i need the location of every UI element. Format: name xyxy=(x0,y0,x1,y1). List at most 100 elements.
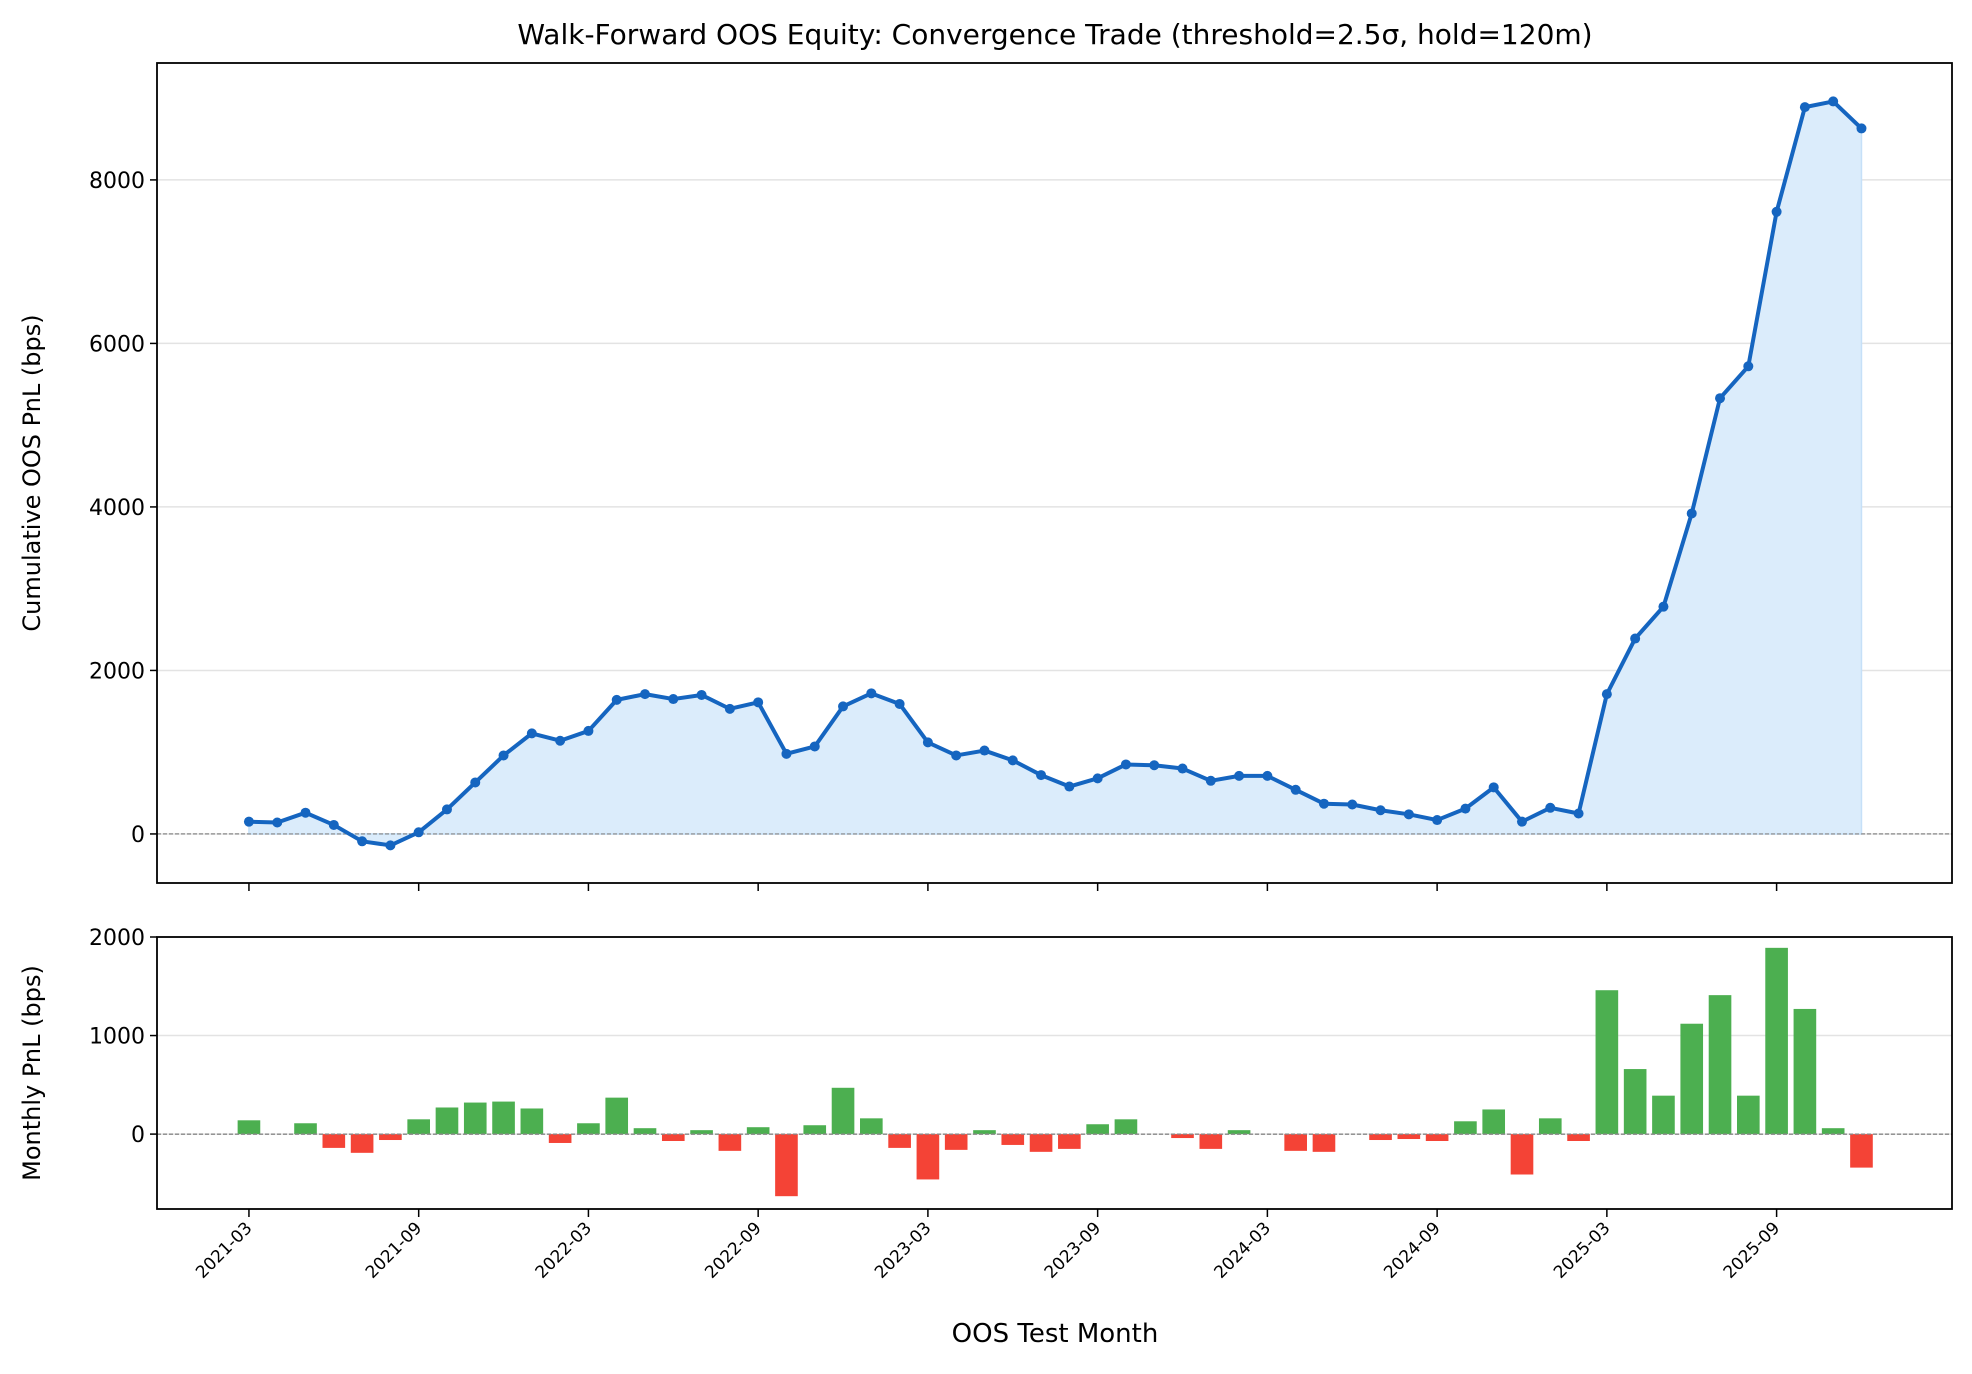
equity-point xyxy=(838,701,849,712)
monthly-pnl-bar xyxy=(1567,1134,1590,1141)
monthly-pnl-bar xyxy=(1765,947,1788,1135)
x-tick-label: 2022-03 xyxy=(532,1218,596,1282)
equity-line xyxy=(248,99,1863,848)
monthly-pnl-bar xyxy=(1227,1130,1251,1135)
equity-point xyxy=(357,836,368,847)
monthly-pnl-bar xyxy=(661,1134,685,1141)
equity-point xyxy=(781,748,792,759)
equity-point xyxy=(300,807,311,818)
monthly-pnl-bar xyxy=(860,1118,883,1135)
monthly-pnl-bar xyxy=(1369,1134,1392,1141)
equity-point xyxy=(668,694,679,705)
monthly-pnl-bar xyxy=(1736,1095,1760,1135)
monthly-pnl-bar xyxy=(605,1097,629,1135)
equity-point xyxy=(498,750,509,761)
monthly-pnl-bar xyxy=(1482,1109,1506,1135)
equity-point xyxy=(328,819,339,830)
monthly-pnl-bar xyxy=(1454,1121,1477,1135)
equity-fill-area xyxy=(248,100,1863,847)
monthly-pnl-axes: 0 1000 2000 2021-03 2021-09 2022-03 2022-09 202… xyxy=(89,926,1953,1283)
equity-point xyxy=(1601,689,1612,700)
monthly-pnl-bar xyxy=(1397,1134,1421,1140)
monthly-pnl-bar xyxy=(1058,1134,1081,1149)
equity-point xyxy=(1545,802,1556,813)
equity-y-tick-label: 2000 xyxy=(89,659,145,684)
monthly-pnl-bar xyxy=(944,1134,968,1150)
equity-point xyxy=(1799,102,1810,113)
monthly-pnl-bar xyxy=(1595,990,1619,1135)
monthly-pnl-bar xyxy=(237,1120,261,1135)
equity-point xyxy=(385,840,396,851)
equity-point xyxy=(1120,759,1131,770)
equity-point xyxy=(1290,784,1301,795)
equity-point xyxy=(979,745,990,756)
equity-point xyxy=(1771,206,1782,217)
bottom-y-axis-label: Monthly PnL (bps) xyxy=(18,965,46,1181)
x-axis-label: OOS Test Month xyxy=(952,1319,1159,1349)
equity-point xyxy=(1205,775,1216,786)
monthly-pnl-bar xyxy=(520,1108,544,1135)
chart-title: Walk-Forward OOS Equity: Convergence Tra… xyxy=(517,18,1592,51)
monthly-pnl-bar xyxy=(746,1127,770,1135)
monthly-pnl-bar xyxy=(1821,1128,1845,1135)
monthly-pnl-bar xyxy=(492,1101,515,1135)
equity-point xyxy=(1743,361,1754,372)
equity-point xyxy=(611,694,622,705)
monthly-pnl-bar xyxy=(633,1128,657,1135)
monthly-y-tick-label: 2000 xyxy=(89,926,145,951)
monthly-pnl-bar xyxy=(1510,1134,1534,1175)
equity-frame xyxy=(156,62,1953,884)
monthly-pnl-bar xyxy=(294,1123,317,1135)
monthly-pnl-bar xyxy=(973,1130,996,1135)
monthly-pnl-bar xyxy=(690,1130,713,1135)
equity-point xyxy=(1007,755,1018,766)
equity-point xyxy=(1630,633,1641,644)
equity-point xyxy=(243,816,254,827)
x-tick-label: 2022-09 xyxy=(701,1218,765,1282)
x-tick-label: 2023-03 xyxy=(871,1218,935,1282)
equity-point xyxy=(894,698,905,709)
monthly-pnl-bar xyxy=(407,1119,430,1135)
monthly-pnl-bar xyxy=(350,1134,374,1153)
x-tick-label: 2025-03 xyxy=(1550,1218,1614,1282)
equity-point xyxy=(1715,393,1726,404)
monthly-pnl-bar xyxy=(1001,1134,1025,1145)
equity-point xyxy=(1828,96,1839,107)
equity-axes: 0 2000 4000 6000 8000 xyxy=(89,62,1953,891)
monthly-pnl-bar xyxy=(1312,1134,1336,1152)
equity-point xyxy=(1177,763,1188,774)
equity-point xyxy=(724,703,735,714)
equity-point xyxy=(272,817,283,828)
equity-point xyxy=(1573,808,1584,819)
equity-point xyxy=(1149,760,1160,771)
equity-point xyxy=(1460,803,1471,814)
monthly-pnl-bar xyxy=(1793,1008,1817,1135)
x-tick-label: 2024-09 xyxy=(1380,1218,1444,1282)
x-tick-label: 2024-03 xyxy=(1211,1218,1275,1282)
equity-point xyxy=(1488,782,1499,793)
monthly-pnl-bar xyxy=(1114,1119,1138,1135)
monthly-pnl-bar xyxy=(435,1107,459,1135)
equity-y-tick-label: 4000 xyxy=(89,496,145,521)
equity-point xyxy=(526,728,537,739)
x-tick-label: 2021-03 xyxy=(192,1218,256,1282)
equity-y-tick-label: 8000 xyxy=(89,169,145,194)
equity-point xyxy=(1856,123,1867,134)
equity-point xyxy=(1686,508,1697,519)
monthly-pnl-bar xyxy=(577,1123,600,1135)
monthly-y-tick-label: 1000 xyxy=(89,1025,145,1050)
monthly-pnl-bar xyxy=(322,1134,346,1148)
equity-point xyxy=(951,750,962,761)
monthly-pnl-bar xyxy=(1708,995,1732,1135)
monthly-pnl-bar xyxy=(1171,1134,1194,1139)
monthly-pnl-bar xyxy=(916,1134,940,1180)
equity-point xyxy=(1432,815,1443,826)
equity-point xyxy=(753,697,764,708)
monthly-pnl-bar xyxy=(1680,1023,1704,1135)
monthly-pnl-bar xyxy=(888,1134,911,1148)
monthly-pnl-bar xyxy=(1652,1095,1675,1135)
monthly-pnl-bar xyxy=(548,1134,572,1143)
equity-point xyxy=(1234,770,1245,781)
monthly-pnl-bar xyxy=(803,1125,827,1135)
